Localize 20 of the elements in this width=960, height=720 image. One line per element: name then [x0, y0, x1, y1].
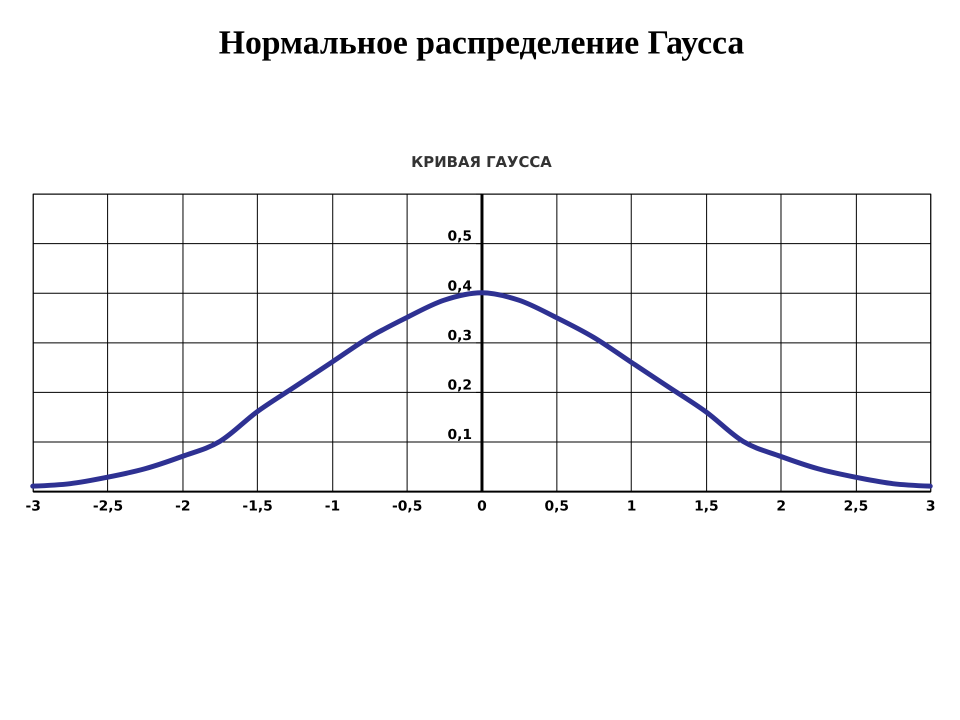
- x-tick-label: 0: [477, 498, 487, 514]
- x-tick-label: 3: [926, 498, 936, 514]
- x-tick-label: -3: [26, 498, 41, 514]
- chart-title: Нормальное распределение Гаусса: [218, 24, 744, 62]
- x-tick-label: 2,5: [844, 498, 868, 514]
- y-tick-label: 0,3: [447, 328, 472, 344]
- chart-subtitle: КРИВАЯ ГАУССА: [411, 152, 552, 171]
- x-tick-label: 2: [776, 498, 786, 514]
- x-tick-label: -1,5: [242, 498, 273, 514]
- x-tick-label: -2: [175, 498, 191, 514]
- y-tick-label: 0,4: [447, 278, 472, 294]
- x-tick-label: -1: [324, 498, 340, 514]
- y-tick-label: 0,2: [447, 377, 472, 394]
- y-tick-label: 0,5: [447, 228, 472, 245]
- y-tick-label: 0,1: [447, 427, 472, 444]
- x-tick-label: -2,5: [92, 498, 124, 514]
- x-tick-label: -0,5: [392, 498, 422, 514]
- x-tick-label: 0,5: [544, 498, 570, 514]
- x-tick-label: 1: [626, 498, 636, 514]
- x-tick-label: 1,5: [694, 498, 719, 514]
